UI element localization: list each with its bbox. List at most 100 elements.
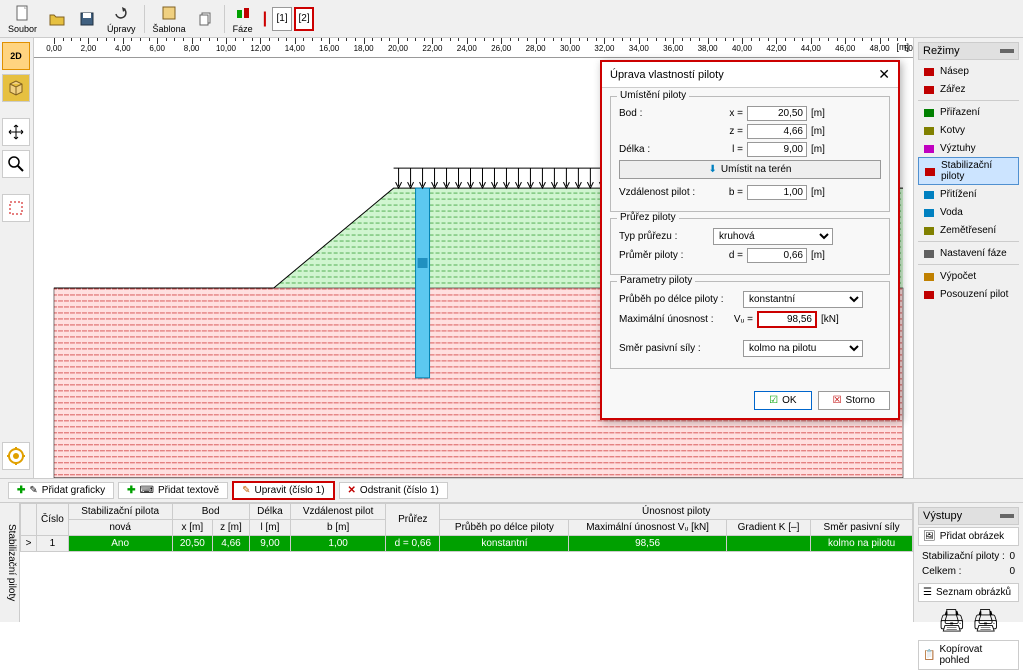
terrain-icon: ⬇ [709, 164, 717, 175]
undo-icon [111, 3, 131, 23]
col-gradient: Gradient K [–] [726, 520, 810, 536]
label-vzdal: Vzdálenost pilot : [619, 187, 709, 198]
view-3d-button[interactable] [2, 74, 30, 102]
mode-prirazeni[interactable]: Přiřazení [918, 103, 1019, 121]
location-legend: Umístění piloty [617, 90, 689, 101]
outputs-header: Výstupy [918, 507, 1019, 525]
open-button[interactable] [43, 7, 71, 31]
mode-label: Výztuhy [940, 143, 976, 154]
cell-x: 20,50 [172, 536, 213, 552]
print-icon[interactable]: 🖨 [938, 608, 966, 634]
unit-kn: [kN] [821, 314, 845, 325]
phase-1-button[interactable]: [1] [272, 7, 292, 31]
label-delka: Délka : [619, 144, 709, 155]
col-capacity: Únosnost piloty [440, 504, 913, 520]
col-section: Průřez [386, 504, 440, 536]
plus-icon: ✚ [17, 485, 25, 496]
phase-2-button[interactable]: [2] [294, 7, 314, 31]
mode-label: Násep [940, 66, 969, 77]
print-color-icon[interactable]: 🖨 [972, 608, 1000, 634]
mode-voda[interactable]: Voda [918, 203, 1019, 221]
col-pile: Stabilizační pilota [68, 504, 172, 520]
mode-pritizeni[interactable]: Přitížení [918, 185, 1019, 203]
input-x[interactable] [747, 106, 807, 121]
col-b: b [m] [291, 520, 386, 536]
place-on-terrain-button[interactable]: ⬇ Umístit na terén [619, 160, 881, 179]
mode-vypocet[interactable]: Výpočet [918, 267, 1019, 285]
mode-piloty[interactable]: Stabilizační piloty [918, 157, 1019, 185]
check-icon: ☑ [769, 395, 778, 406]
table-side-label: Stabilizační piloty [0, 503, 20, 622]
copy-button[interactable] [192, 7, 220, 31]
phase-menu[interactable]: Fáze [229, 1, 257, 36]
edit-menu[interactable]: Úpravy [103, 1, 140, 36]
section-legend: Průřez piloty [617, 212, 679, 223]
cell-section: d = 0,66 [386, 536, 440, 552]
pencil-icon: ✎ [29, 485, 37, 496]
zoom-tool-button[interactable] [2, 150, 30, 178]
nasep-icon [922, 64, 936, 78]
add-text-button[interactable]: ✚ ⌨ Přidat textově [118, 482, 228, 499]
copy-view-button[interactable]: 📋 Kopírovat pohled [918, 640, 1019, 670]
left-toolbar: 2D [0, 38, 34, 478]
select-type[interactable]: kruhová [713, 228, 833, 245]
mode-nasep[interactable]: Násep [918, 62, 1019, 80]
input-l[interactable] [747, 142, 807, 157]
list-icon: ☰ [923, 587, 932, 598]
outputs-panel: Výstupy 🖼 Přidat obrázek Stabilizační pi… [913, 503, 1023, 622]
mode-posouzeni[interactable]: Posouzení pilot [918, 285, 1019, 303]
template-icon [159, 3, 179, 23]
move-tool-button[interactable] [2, 118, 30, 146]
minimize-icon[interactable] [1000, 49, 1014, 53]
col-new: nová [68, 520, 172, 536]
add-image-button[interactable]: 🖼 Přidat obrázek [918, 527, 1019, 546]
select-prubeh[interactable]: konstantní [743, 291, 863, 308]
template-button[interactable]: Šablona [149, 1, 190, 36]
col-smer: Směr pasivní síly [811, 520, 913, 536]
pile-properties-dialog: Úprava vlastností piloty ✕ Umístění pilo… [600, 60, 900, 420]
save-button[interactable] [73, 7, 101, 31]
phase-marker: | [263, 10, 267, 28]
file-menu[interactable]: Soubor [4, 1, 41, 36]
label-smer: Směr pasivní síly : [619, 343, 739, 354]
input-d[interactable] [747, 248, 807, 263]
delete-button[interactable]: ✕ Odstranit (číslo 1) [339, 482, 448, 499]
ok-button[interactable]: ☑ OK [754, 391, 811, 410]
image-list-button[interactable]: ☰ Seznam obrázků [918, 583, 1019, 602]
add-graphic-button[interactable]: ✚ ✎ Přidat graficky [8, 482, 114, 499]
expand-button[interactable]: > [21, 536, 37, 552]
view-2d-button[interactable]: 2D [2, 42, 30, 70]
select-smer[interactable]: kolmo na pilotu [743, 340, 863, 357]
mode-zarez[interactable]: Zářez [918, 80, 1019, 98]
var-x: x = [713, 108, 743, 119]
mode-kotvy[interactable]: Kotvy [918, 121, 1019, 139]
table-row[interactable]: > 1 Ano 20,50 4,66 9,00 1,00 d = 0,66 ko… [21, 536, 913, 552]
unit-m: [m] [811, 250, 835, 261]
label-max: Maximální únosnost : [619, 314, 719, 325]
input-vu[interactable] [757, 311, 817, 328]
cell-smer: kolmo na pilotu [811, 536, 913, 552]
stab-value: 0 [1009, 551, 1015, 562]
table-content: Číslo Stabilizační pilota Bod Délka Vzdá… [20, 503, 913, 622]
edit-button[interactable]: ✎ Upravit (číslo 1) [232, 481, 334, 500]
input-b[interactable] [747, 185, 807, 200]
vyztuhy-icon [922, 141, 936, 155]
minimize-icon[interactable] [1000, 514, 1014, 518]
mode-label: Kotvy [940, 125, 965, 136]
mode-vyztuhy[interactable]: Výztuhy [918, 139, 1019, 157]
kotvy-icon [922, 123, 936, 137]
keyboard-icon: ⌨ [140, 485, 154, 496]
image-icon: 🖼 [923, 531, 936, 542]
input-z[interactable] [747, 124, 807, 139]
var-vu: Vᵤ = [723, 314, 753, 325]
select-tool-button[interactable] [2, 194, 30, 222]
mode-zemetreseni[interactable]: Zemětřesení [918, 221, 1019, 239]
total-value: 0 [1009, 566, 1015, 577]
var-l: l = [713, 144, 743, 155]
nastaveni-icon [922, 246, 936, 260]
settings-button[interactable] [2, 442, 30, 470]
mode-nastaveni[interactable]: Nastavení fáze [918, 244, 1019, 262]
posouzeni-icon [922, 287, 936, 301]
cancel-button[interactable]: ☒ Storno [818, 391, 890, 410]
close-icon[interactable]: ✕ [878, 66, 890, 83]
